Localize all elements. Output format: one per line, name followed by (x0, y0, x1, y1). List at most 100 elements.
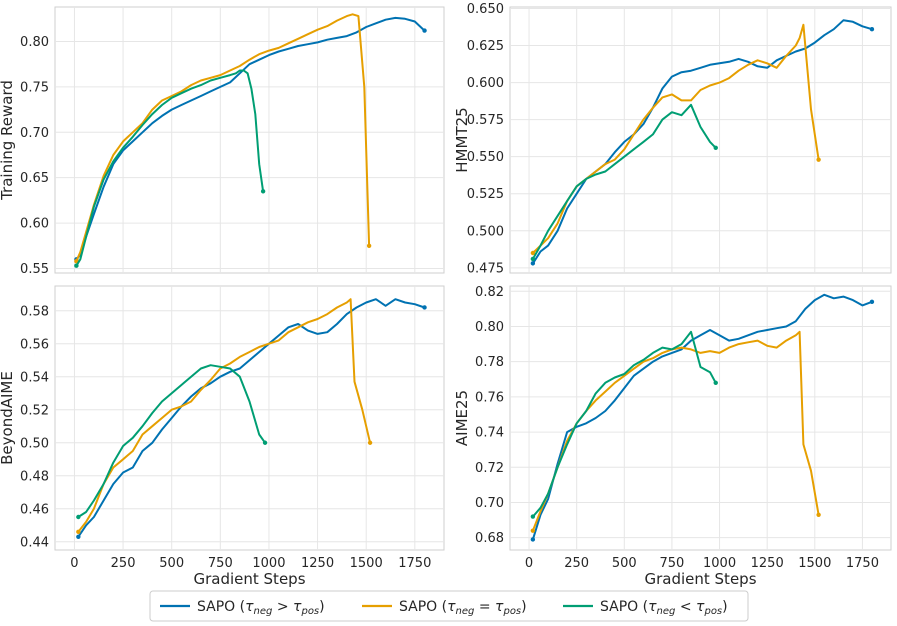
x-tick-label: 0 (70, 556, 78, 571)
series-end-point (816, 157, 821, 162)
x-tick-label: 1000 (703, 556, 736, 571)
chart-panel-beyondaime: 0.44 0.46 0.48 0.50 0.52 0.54 0.56 0.58 0 250 500 7… (0, 285, 445, 588)
legend-entry-2: SAPO (τneg = τpos) (362, 599, 527, 617)
series-end-point (422, 28, 427, 33)
y-tick-label: 0.56 (20, 337, 49, 352)
x-tick-label: 750 (208, 556, 233, 571)
y-tick-label: 0.75 (20, 80, 49, 95)
series-line-1-training-reward (75, 16, 426, 261)
x-tick-label: 1250 (301, 556, 334, 571)
y-tick-label: 0.80 (20, 35, 49, 50)
y-tick-label: 0.46 (20, 502, 49, 517)
y-tick-label: 0.500 (467, 224, 504, 239)
y-tick-label: 0.78 (475, 355, 504, 370)
series-end-point (367, 440, 373, 445)
x-tick-label: 500 (159, 556, 184, 571)
legend-entry-1: SAPO (τneg > τpos) (160, 599, 325, 617)
y-tick-label: 0.475 (467, 261, 504, 276)
plot-area (509, 285, 892, 551)
x-tick-label: 1250 (751, 556, 784, 571)
x-tick-label: 1750 (398, 556, 431, 571)
y-tick-label: 0.54 (20, 370, 49, 385)
y-tick-label: 0.70 (475, 496, 504, 511)
plot-area (509, 6, 892, 274)
x-tick-label: 250 (111, 556, 136, 571)
chart-panel-training-reward: 0.55 0.60 0.65 0.70 0.75 0.80 Training Reward (0, 6, 445, 277)
legend-label-2: SAPO (τneg = τpos) (399, 599, 527, 617)
x-axis-label: Gradient Steps (193, 570, 305, 588)
series-line-3-beyondaime (77, 364, 267, 518)
series-end-point (262, 440, 268, 445)
y-tick-label: 0.600 (467, 76, 504, 91)
y-tick-label: 0.74 (475, 426, 504, 441)
series-line-1-beyondaime (77, 298, 426, 538)
x-axis-label: Gradient Steps (644, 570, 756, 588)
y-tick-label: 0.525 (467, 187, 504, 202)
plot-area (54, 6, 445, 274)
series-line-1-aime25 (531, 293, 873, 541)
y-axis-label-training-reward: Training Reward (0, 80, 16, 201)
series-start-point (530, 537, 536, 542)
series-start-point (530, 250, 536, 256)
plot-area (54, 285, 445, 551)
legend-frame (149, 590, 749, 622)
series-end-point (816, 512, 821, 517)
series-start-point (76, 529, 81, 535)
y-tick-label: 0.72 (475, 461, 504, 476)
series-line-3-hmmt25 (531, 103, 717, 260)
y-tick-label: 0.70 (20, 126, 49, 141)
series-line-2-beyondaime (77, 298, 372, 533)
series-start-point (530, 514, 536, 519)
y-tick-label: 0.55 (20, 262, 49, 277)
x-tick-label: 250 (564, 556, 589, 571)
series-start-point (530, 261, 536, 266)
y-tick-label: 0.650 (467, 2, 504, 17)
y-tick-label: 0.44 (20, 535, 49, 550)
series-end-point (869, 27, 875, 32)
legend-entry-3: SAPO (τneg < τpos) (563, 599, 728, 617)
y-tick-label: 0.76 (475, 390, 504, 405)
y-axis-label-hmmt25: HMMT25 (453, 107, 471, 172)
y-tick-label: 0.575 (467, 113, 504, 128)
y-tick-label: 0.58 (20, 304, 49, 319)
series-end-point (366, 243, 372, 248)
series-end-point (713, 380, 718, 385)
x-tick-label: 1500 (798, 556, 831, 571)
legend-label-1: SAPO (τneg > τpos) (197, 599, 325, 617)
y-tick-label: 0.80 (475, 320, 504, 335)
series-start-point (74, 263, 79, 268)
x-tick-label: 750 (660, 556, 685, 571)
chart-panel-hmmt25: 0.475 0.500 0.525 0.550 0.575 0.600 0.625 0.650… (453, 2, 892, 276)
y-tick-label: 0.68 (475, 531, 504, 546)
series-end-point (422, 305, 427, 310)
chart-panel-aime25: 0.68 0.70 0.72 0.74 0.76 0.78 0.80 0.82 0 250 500 7… (453, 285, 892, 588)
series-line-2-training-reward (75, 13, 371, 263)
series-start-point (76, 534, 81, 539)
x-tick-label: 1750 (846, 556, 879, 571)
x-tick-label: 1000 (252, 556, 285, 571)
series-line-3-training-reward (75, 69, 265, 267)
legend: SAPO (τneg > τpos) SAPO (τneg = τpos) SA… (149, 590, 749, 622)
series-start-point (530, 528, 536, 533)
y-tick-label: 0.82 (475, 285, 504, 300)
series-end-point (869, 299, 875, 305)
series-start-point (76, 514, 81, 520)
y-tick-label: 0.65 (20, 171, 49, 186)
y-tick-label: 0.50 (20, 436, 49, 451)
series-line-3-aime25 (531, 330, 717, 518)
y-tick-label: 0.48 (20, 469, 49, 484)
series-end-point (260, 189, 266, 194)
y-axis-label-beyondaime: BeyondAIME (0, 371, 16, 465)
series-start-point (530, 256, 536, 262)
y-axis-label-aime25: AIME25 (453, 390, 471, 446)
y-tick-label: 0.60 (20, 217, 49, 232)
y-tick-label: 0.625 (467, 39, 504, 54)
x-tick-label: 500 (612, 556, 637, 571)
series-end-point (713, 145, 718, 150)
legend-label-3: SAPO (τneg < τpos) (600, 599, 728, 617)
y-tick-label: 0.52 (20, 403, 49, 418)
x-tick-label: 0 (525, 556, 533, 571)
y-tick-label: 0.550 (467, 150, 504, 165)
x-tick-label: 1500 (350, 556, 383, 571)
